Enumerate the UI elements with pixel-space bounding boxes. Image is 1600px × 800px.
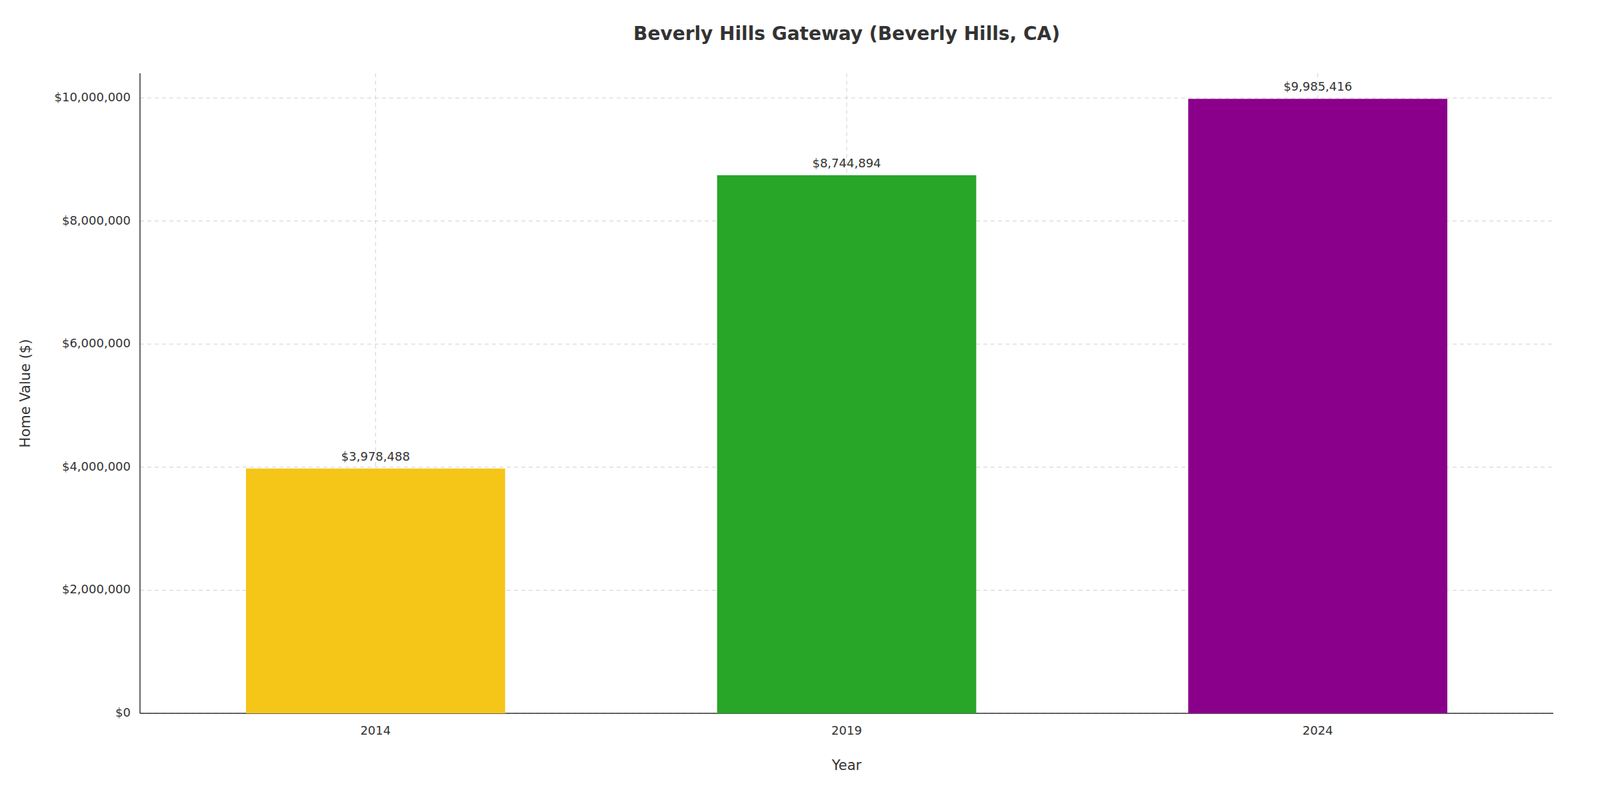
data-labels: $3,978,488 $8,744,894 $9,985,416 xyxy=(341,79,1352,463)
y-tick-label: $2,000,000 xyxy=(62,582,131,596)
x-tick-label: 2024 xyxy=(1302,723,1334,738)
chart-container: $0 $2,000,000 $4,000,000 $6,000,000 $8,000,0… xyxy=(0,0,1600,800)
bars xyxy=(246,98,1448,714)
x-tick-label: 2019 xyxy=(831,723,862,738)
y-tick-label: $8,000,000 xyxy=(62,213,131,228)
y-tick-label: $4,000,000 xyxy=(62,459,131,474)
axes: $0 $2,000,000 $4,000,000 $6,000,000 $8,000,0… xyxy=(54,73,1554,738)
y-tick-label: $10,000,000 xyxy=(54,90,131,104)
title: Beverly Hills Gateway (Beverly Hills, CA… xyxy=(633,22,1060,45)
grid xyxy=(140,73,1554,714)
data-label: $3,978,488 xyxy=(341,449,410,464)
bar xyxy=(1188,98,1448,714)
background xyxy=(0,0,1600,800)
x-axis-label: Year xyxy=(831,757,862,774)
y-tick-label: $6,000,000 xyxy=(62,336,131,350)
y-axis-line xyxy=(139,73,141,714)
y-tick-label: $0 xyxy=(115,705,131,720)
data-label: $8,744,894 xyxy=(812,156,881,170)
chart-svg: $0 $2,000,000 $4,000,000 $6,000,000 $8,000,0… xyxy=(0,0,1600,800)
data-label: $9,985,416 xyxy=(1283,79,1352,94)
bar xyxy=(246,468,506,714)
x-tick-label: 2014 xyxy=(360,723,391,738)
y-axis-label: Home Value ($) xyxy=(17,339,34,448)
bar xyxy=(717,175,977,714)
